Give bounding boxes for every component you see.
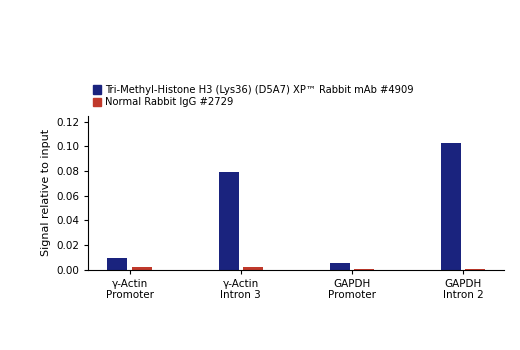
Bar — [354, 269, 374, 270]
Bar — [330, 263, 350, 270]
Bar — [465, 269, 486, 270]
Bar — [243, 267, 263, 270]
Bar — [441, 142, 461, 270]
Bar — [107, 258, 127, 270]
Legend: Tri-Methyl-Histone H3 (Lys36) (D5A7) XP™ Rabbit mAb #4909, Normal Rabbit IgG #27: Tri-Methyl-Histone H3 (Lys36) (D5A7) XP™… — [94, 85, 414, 107]
Bar — [132, 267, 152, 270]
Bar — [218, 172, 239, 270]
Y-axis label: Signal relative to input: Signal relative to input — [41, 129, 50, 256]
